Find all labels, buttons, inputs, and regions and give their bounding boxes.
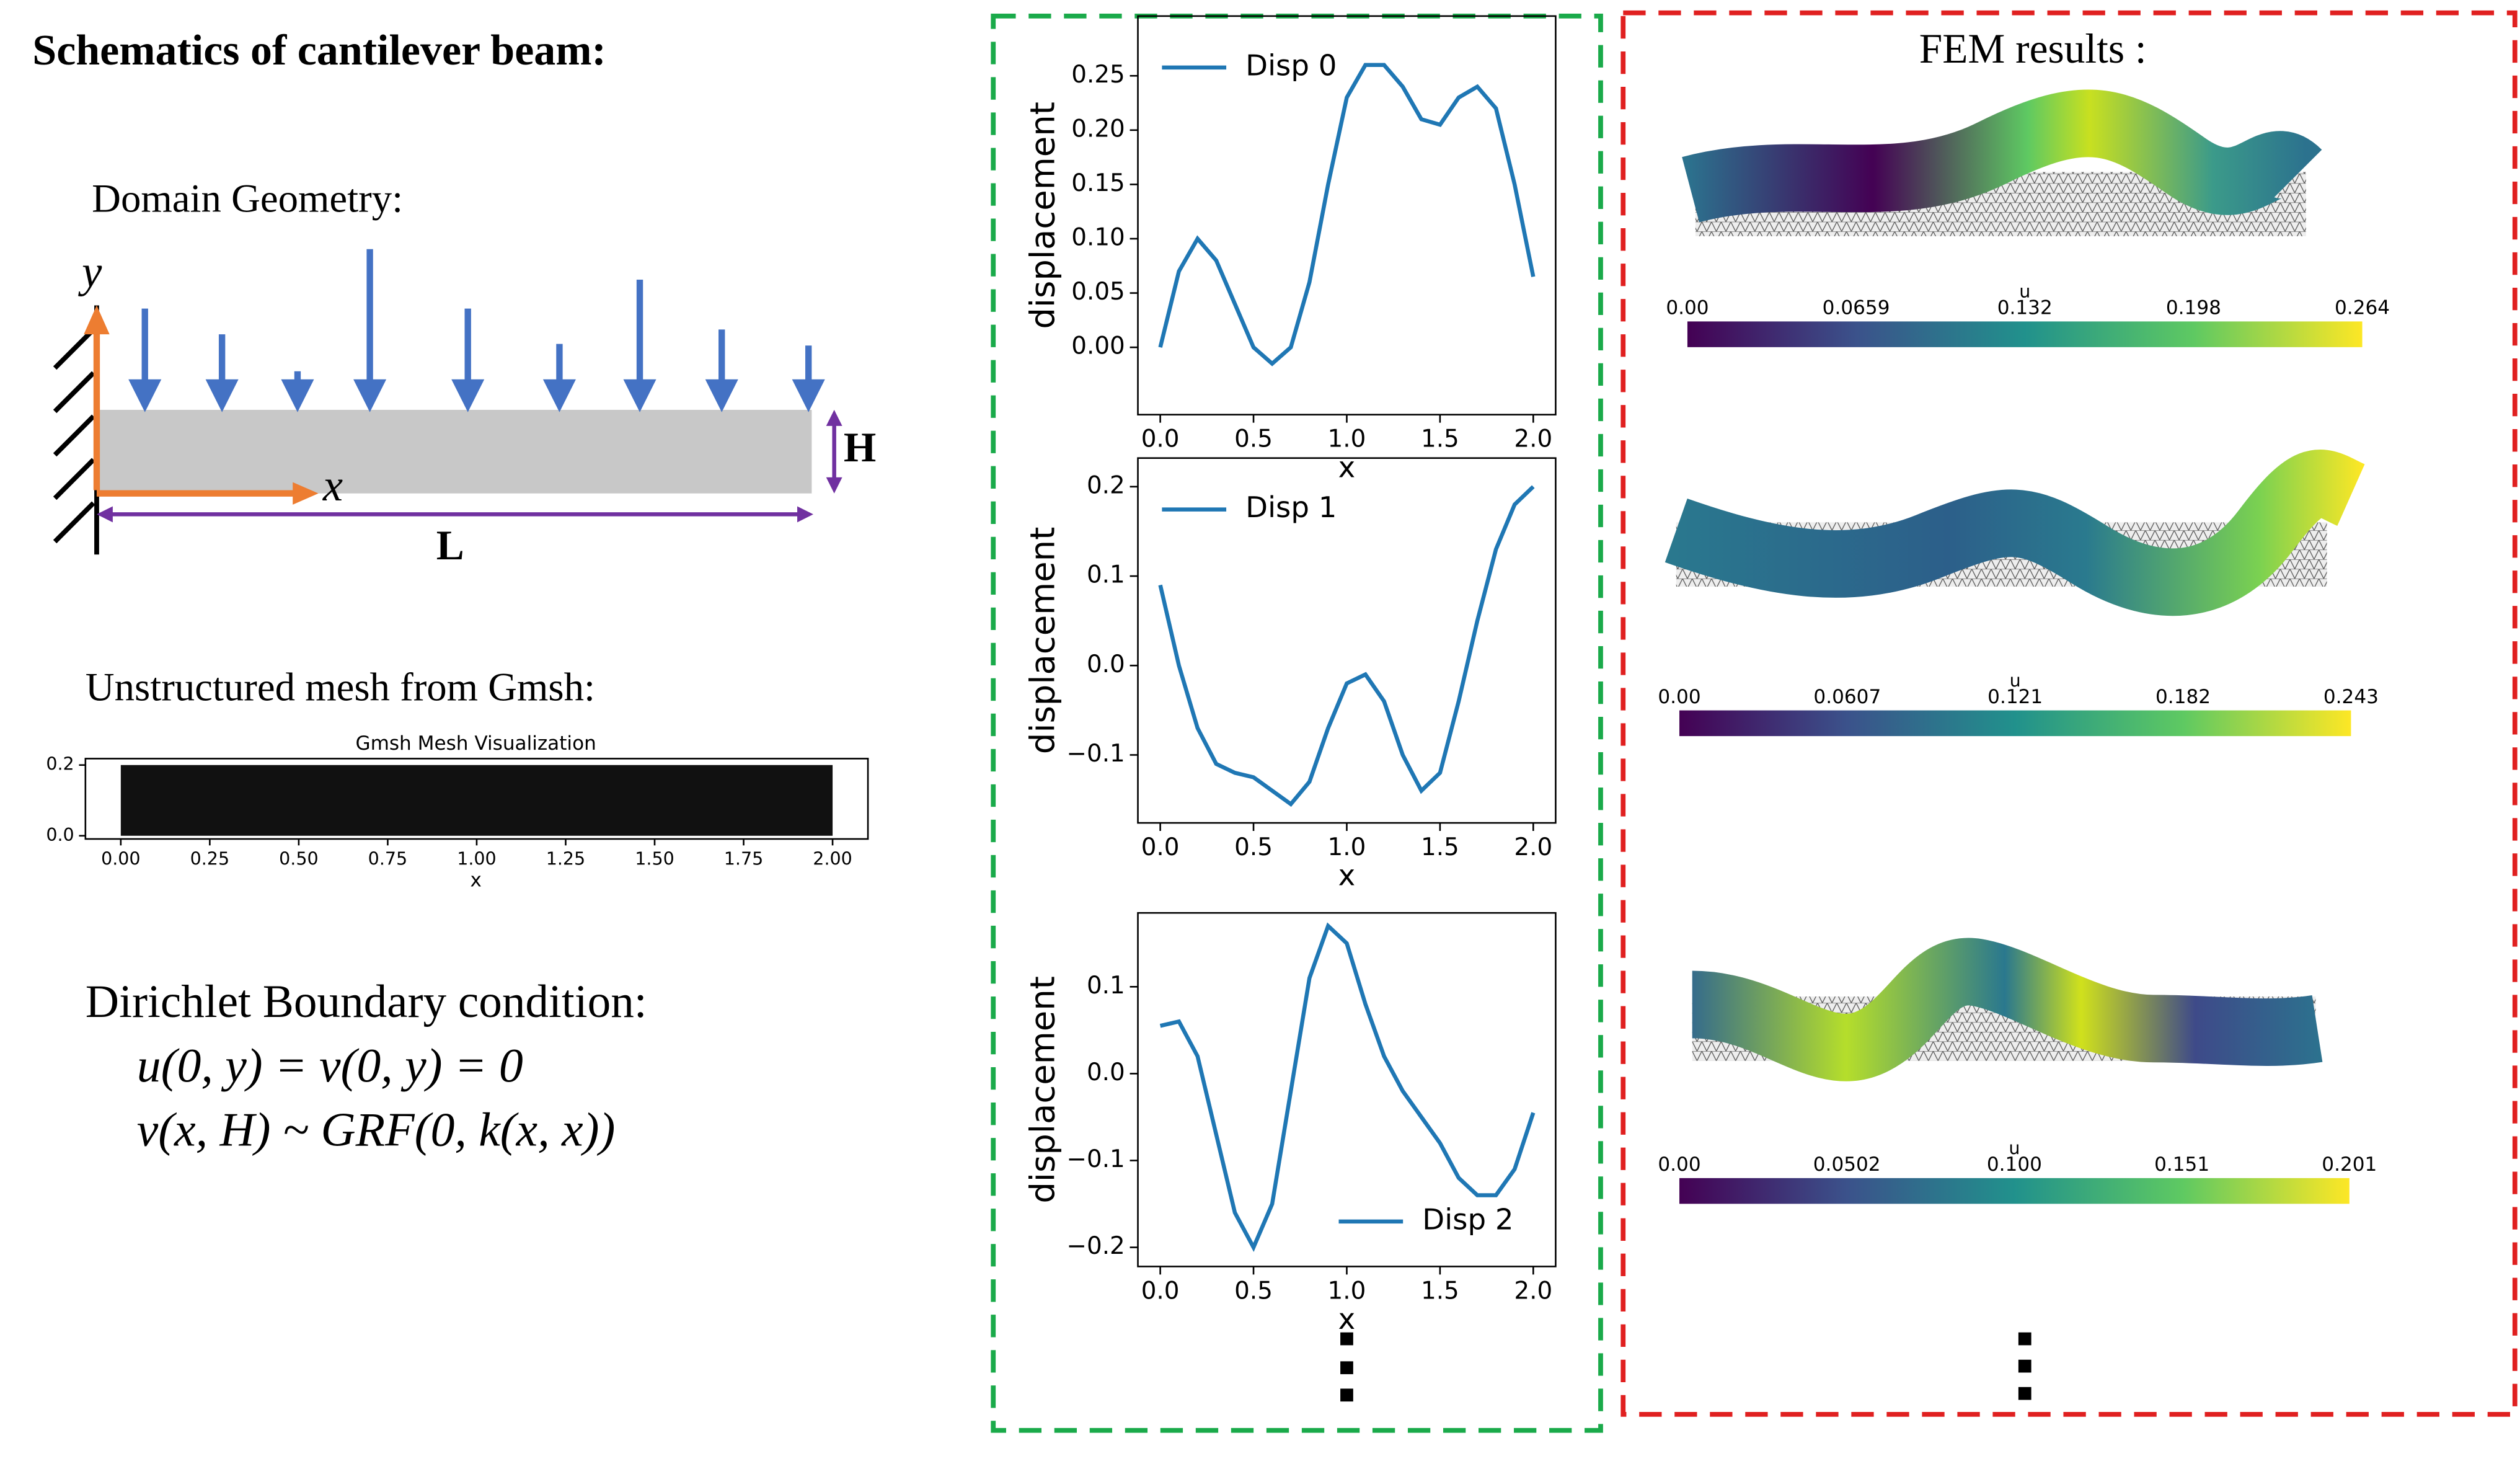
colorbar-tick-label: 0.264 — [2335, 297, 2390, 319]
data-line — [1158, 63, 1536, 366]
bc-title: Dirichlet Boundary condition: — [86, 976, 647, 1027]
x-tick-label: 2.0 — [1514, 1277, 1552, 1305]
x-tick-label: 1.00 — [457, 849, 496, 869]
colorbar-tick-label: 0.0659 — [1823, 297, 1890, 319]
geometry-title: Domain Geometry: — [92, 176, 403, 221]
data-line — [1158, 485, 1535, 807]
colorbar-tick-label: 0.132 — [1997, 297, 2053, 319]
y-tick-label: 0.0 — [46, 825, 74, 845]
x-tick-label: 0.5 — [1234, 1277, 1273, 1305]
y-tick-label: 0.0 — [1087, 1058, 1125, 1086]
y-tick-label: 0.05 — [1071, 278, 1125, 306]
colorbar-label: u — [2009, 1138, 2020, 1158]
legend-label: Disp 1 — [1245, 491, 1337, 525]
x-tick-label: 1.25 — [546, 849, 585, 869]
x-tick-label: 1.0 — [1328, 1277, 1366, 1305]
mesh-plot-title: Gmsh Mesh Visualization — [355, 732, 596, 755]
x-axis-label: x — [1338, 859, 1356, 893]
x-tick-label: 1.0 — [1328, 833, 1366, 861]
colorbar-tick-label: 0.0607 — [1813, 686, 1881, 708]
x-tick-label: 1.0 — [1328, 425, 1366, 453]
y-tick-label: 0.0 — [1087, 650, 1125, 678]
x-tick-label: 0.00 — [101, 849, 140, 869]
y-axis-symbol: y — [77, 246, 102, 296]
axes-frame — [1137, 15, 1557, 416]
axes-frame — [1137, 457, 1557, 824]
x-tick-label: 1.5 — [1421, 1277, 1459, 1305]
x-tick-label: 0.0 — [1141, 425, 1180, 453]
colorbar-tick-label: 0.121 — [1987, 686, 2043, 708]
y-tick-label: −0.1 — [1066, 1145, 1125, 1173]
legend-label: Disp 0 — [1245, 49, 1337, 82]
y-tick-label: 0.1 — [1087, 972, 1125, 1000]
colorbar-label: u — [2010, 670, 2021, 691]
bc-equation: v(x, H) ~ GRF(0, k(x, x)) — [137, 1103, 616, 1156]
x-tick-label: 0.0 — [1141, 1277, 1180, 1305]
mesh — [120, 765, 833, 836]
y-tick-label: −0.1 — [1066, 740, 1125, 768]
continuation-dots — [1340, 1332, 1353, 1402]
schematic-title: Schematics of cantilever beam: — [32, 27, 606, 74]
y-tick-label: 0.10 — [1071, 223, 1125, 251]
legend-label: Disp 2 — [1422, 1203, 1513, 1236]
x-tick-label: 0.5 — [1234, 833, 1273, 861]
y-tick-label: 0.15 — [1071, 169, 1125, 197]
x-tick-label: 1.50 — [635, 849, 674, 869]
x-axis-label: x — [1338, 451, 1356, 484]
y-tick-label: 0.2 — [1087, 471, 1125, 499]
x-tick-label: 0.50 — [279, 849, 318, 869]
x-axis-symbol: x — [322, 460, 343, 510]
y-tick-label: −0.2 — [1066, 1232, 1125, 1260]
colorbar-tick-label: 0.00 — [1666, 297, 1709, 319]
colorbar-tick-label: 0.151 — [2154, 1153, 2209, 1176]
colorbar-tick-label: 0.00 — [1658, 686, 1700, 708]
colorbar — [1687, 321, 2363, 347]
beam-drawing — [53, 249, 842, 555]
colorbar-tick-label: 0.00 — [1658, 1153, 1700, 1176]
x-tick-label: 2.00 — [813, 849, 852, 869]
x-tick-label: 1.5 — [1421, 425, 1459, 453]
colorbar-tick-label: 0.243 — [2323, 686, 2379, 708]
colorbar — [1679, 1178, 2350, 1204]
fem-panel-border — [1620, 10, 2518, 1417]
x-tick-label: 0.5 — [1234, 425, 1273, 453]
y-tick-label: 0.20 — [1071, 115, 1125, 143]
x-tick-label: 0.75 — [368, 849, 407, 869]
x-tick-label: 1.5 — [1421, 833, 1459, 861]
continuation-dots — [2018, 1332, 2031, 1400]
x-axis-label: x — [1338, 1303, 1356, 1336]
y-tick-label: 0.25 — [1071, 61, 1125, 89]
colorbar-tick-label: 0.201 — [2322, 1153, 2377, 1176]
colorbar — [1679, 710, 2351, 737]
fem-title: FEM results : — [1919, 25, 2147, 72]
fem-result — [1665, 89, 2366, 1081]
x-tick-label: 2.0 — [1514, 833, 1552, 861]
data-line — [1159, 922, 1536, 1253]
length-label: L — [436, 522, 464, 569]
bc-equation: u(0, y) = v(0, y) = 0 — [137, 1039, 523, 1092]
height-label: H — [844, 424, 876, 471]
x-tick-label: 0.25 — [190, 849, 229, 869]
x-tick-label: 1.75 — [724, 849, 763, 869]
colorbar-label: u — [2019, 282, 2030, 302]
y-tick-label: 0.00 — [1071, 332, 1125, 360]
mesh-x-label: x — [470, 869, 481, 891]
y-axis-label: displacement — [1022, 102, 1062, 329]
colorbar-tick-label: 0.182 — [2155, 686, 2211, 708]
colorbar-tick-label: 0.198 — [2166, 297, 2221, 319]
x-tick-label: 0.0 — [1141, 833, 1180, 861]
colorbar-tick-label: 0.100 — [1987, 1153, 2042, 1176]
y-tick-label: 0.2 — [46, 754, 74, 774]
colorbar-tick-label: 0.0502 — [1813, 1153, 1881, 1176]
y-axis-label: displacement — [1022, 976, 1062, 1204]
mesh-title: Unstructured mesh from Gmsh: — [86, 665, 595, 709]
x-tick-label: 2.0 — [1514, 425, 1552, 453]
y-tick-label: 0.1 — [1087, 561, 1125, 589]
y-axis-label: displacement — [1022, 527, 1062, 755]
